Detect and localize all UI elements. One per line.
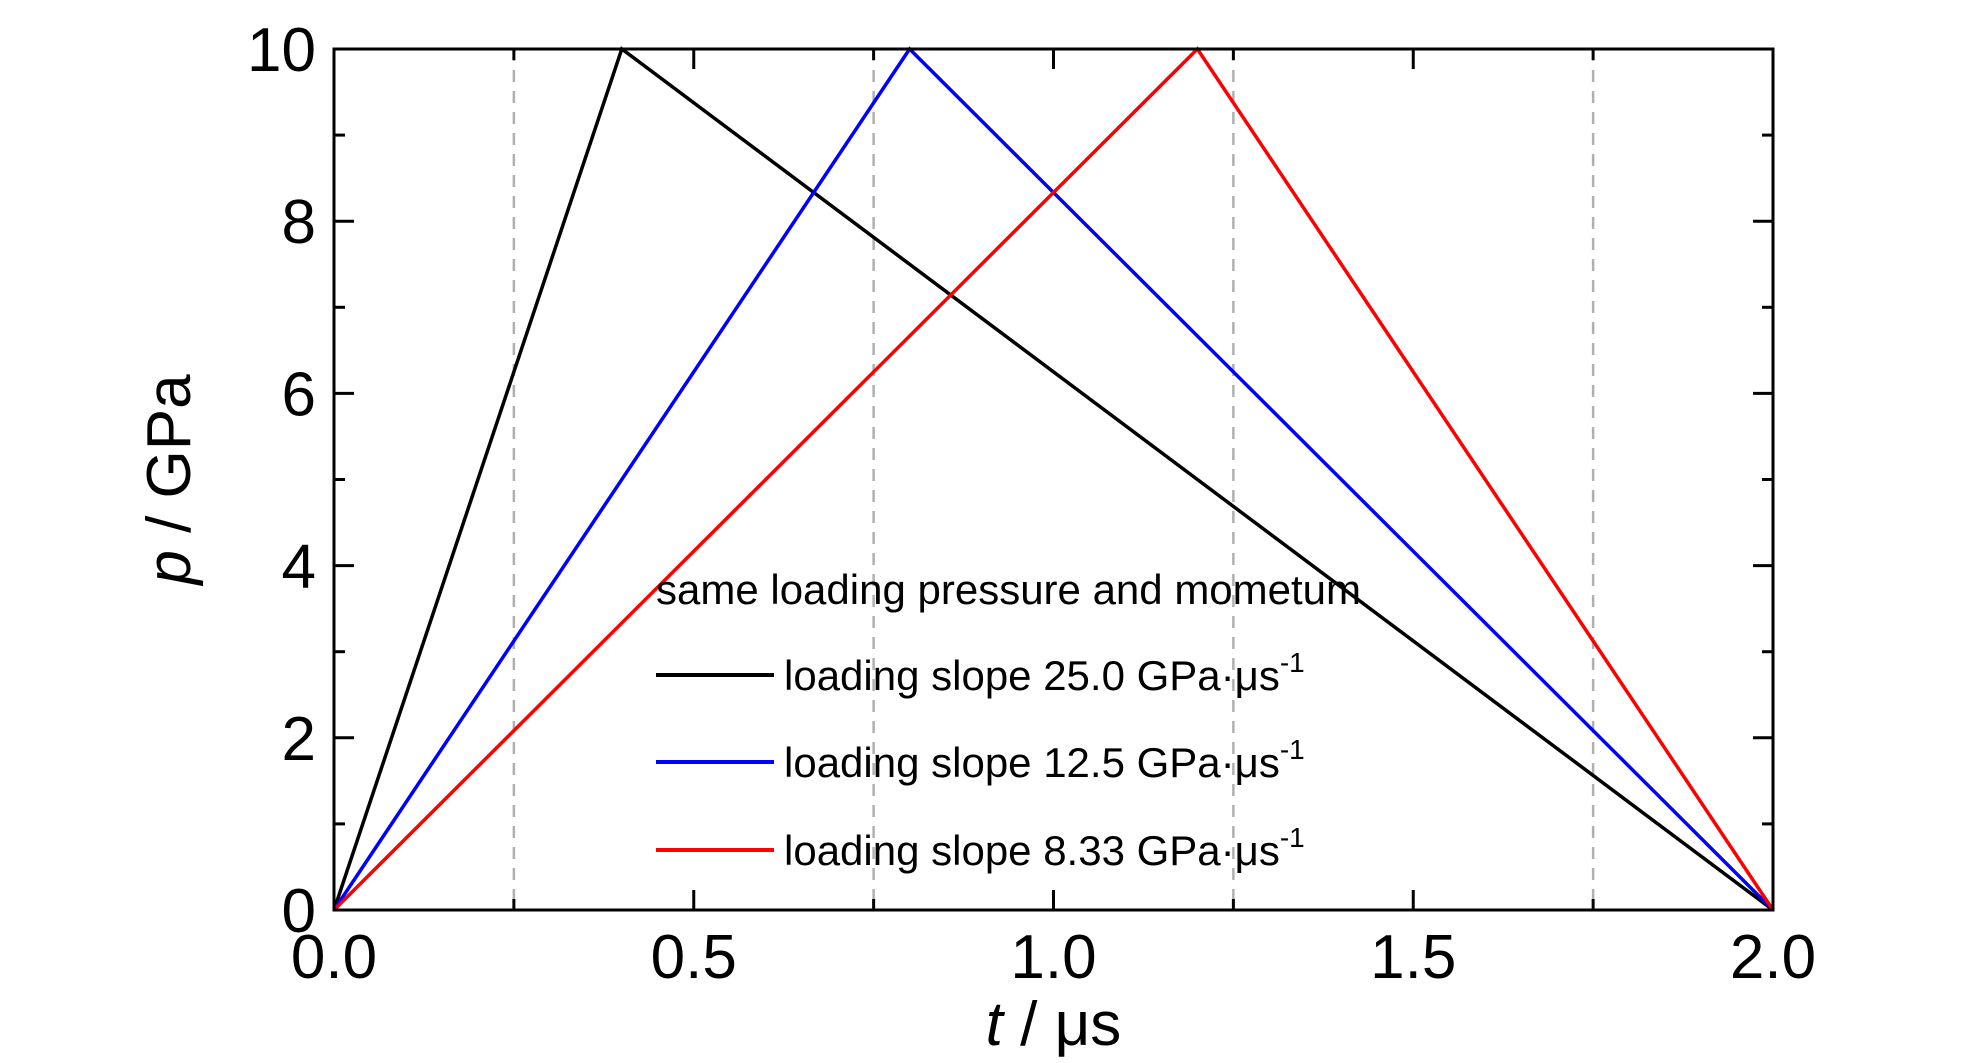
y-tick-label: 6 — [282, 360, 316, 429]
x-tick-label: 0.5 — [651, 923, 737, 992]
legend-label-superscript: -1 — [1280, 734, 1305, 765]
y-axis-variable: p — [135, 550, 204, 586]
label-layer: 0.0 0.5 1.0 1.5 2.0 0 2 4 6 8 10 — [247, 16, 1816, 992]
x-tick-label: 0.0 — [291, 923, 377, 992]
x-axis-variable: t — [986, 990, 1006, 1059]
legend-label-2: loading slope 12.5 GPa·μs-1 — [784, 734, 1305, 786]
y-tick-label: 2 — [282, 705, 316, 774]
y-tick-label: 0 — [282, 877, 316, 946]
y-tick-label: 8 — [282, 188, 316, 257]
legend-label-3: loading slope 8.33 GPa·μs-1 — [784, 822, 1305, 874]
x-tick-label: 1.5 — [1370, 923, 1456, 992]
x-tick-label: 2.0 — [1730, 923, 1816, 992]
tick-layer — [332, 47, 1775, 912]
legend-title: same loading pressure and mometum — [656, 566, 1361, 613]
y-tick-label: 4 — [282, 533, 316, 602]
grid-layer — [512, 49, 1595, 910]
y-tick-label: 10 — [247, 16, 316, 85]
legend-label-superscript: -1 — [1280, 647, 1305, 678]
x-axis-title: t / μs — [986, 990, 1122, 1059]
x-axis-unit: / μs — [1003, 990, 1121, 1059]
x-tick-label: 1.0 — [1010, 923, 1096, 992]
legend-label-superscript: -1 — [1280, 822, 1305, 853]
y-axis-title: p / GPa — [135, 374, 204, 587]
legend-items: loading slope 25.0 GPa·μs-1 loading slope… — [656, 647, 1305, 874]
y-axis-unit: / GPa — [135, 374, 204, 550]
legend: same loading pressure and mometum loadin… — [656, 566, 1361, 874]
legend-label-1: loading slope 25.0 GPa·μs-1 — [784, 647, 1305, 699]
